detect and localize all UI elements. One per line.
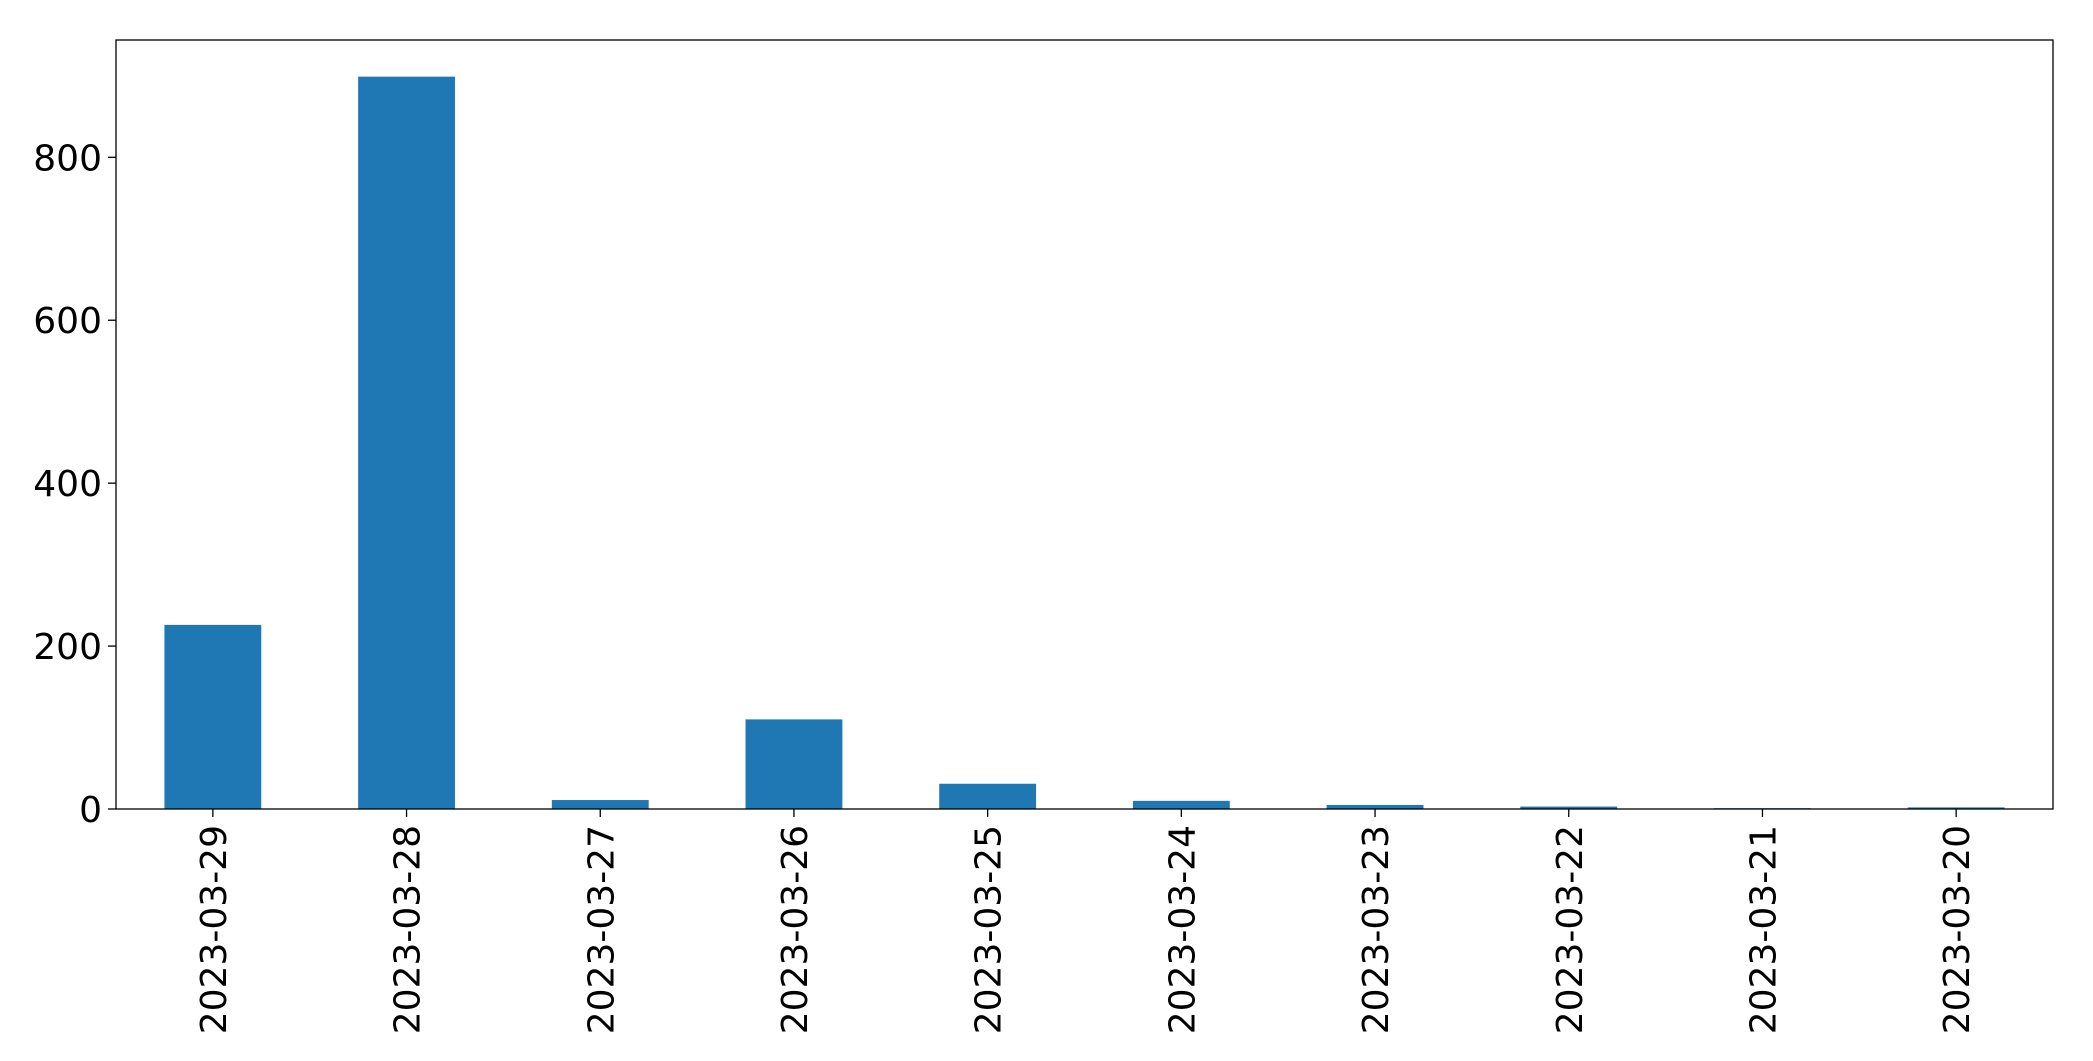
y-tick-label: 400 <box>33 464 102 505</box>
x-tick-label: 2023-03-22 <box>1550 825 1591 1034</box>
bar <box>1132 800 1230 809</box>
plot-frame <box>115 39 2054 810</box>
x-tick-label: 2023-03-25 <box>969 825 1010 1034</box>
bar <box>745 719 843 809</box>
bar <box>551 800 649 809</box>
bar <box>1907 807 2005 809</box>
x-tick-label: 2023-03-21 <box>1743 825 1784 1034</box>
x-tick-label: 2023-03-26 <box>775 825 816 1034</box>
y-tick-label: 0 <box>79 790 102 831</box>
bar <box>1326 804 1424 809</box>
y-tick-label: 800 <box>33 138 102 179</box>
x-tick-label: 2023-03-29 <box>194 825 235 1034</box>
x-tick-label: 2023-03-23 <box>1356 825 1397 1034</box>
y-tick-label: 200 <box>33 627 102 668</box>
x-tick-label: 2023-03-27 <box>581 825 622 1034</box>
bar <box>1520 806 1618 809</box>
bar <box>358 76 455 809</box>
x-tick-label: 2023-03-28 <box>388 825 429 1034</box>
x-tick-label: 2023-03-24 <box>1162 825 1203 1034</box>
bar <box>164 624 262 809</box>
y-tick-label: 600 <box>33 301 102 342</box>
x-tick-label: 2023-03-20 <box>1937 825 1978 1034</box>
bar <box>939 783 1037 809</box>
